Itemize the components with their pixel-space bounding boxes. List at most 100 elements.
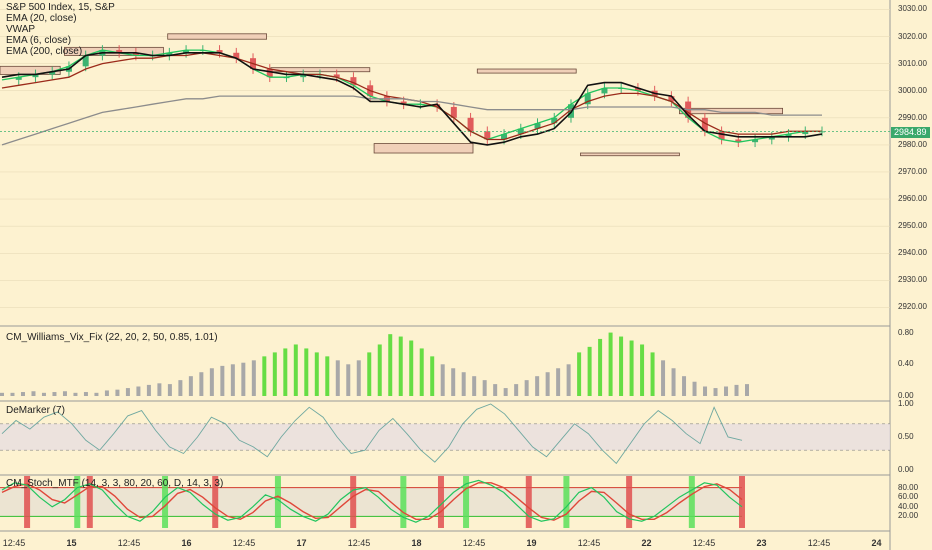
vix-bar (461, 372, 466, 396)
vix-bar (577, 352, 582, 396)
demarker-y-tick: 0.50 (898, 432, 914, 441)
ema200-line (1, 95, 822, 146)
x-tick-label: 12:45 (692, 538, 716, 548)
vix-bar (661, 360, 666, 396)
vix-bar (251, 360, 256, 396)
support-resistance-box (476, 68, 577, 74)
vix-bar (409, 340, 414, 396)
vix-y-tick: 0.00 (898, 391, 914, 400)
vix-bar (293, 344, 298, 396)
candle-body (534, 123, 541, 129)
vix-bar (115, 389, 120, 396)
vix-bar (556, 368, 561, 396)
demarker-line (1, 403, 743, 465)
vix-bar (209, 368, 214, 396)
candle-body (300, 74, 307, 78)
support-resistance-box (679, 107, 784, 115)
vix-bar (682, 376, 687, 396)
vix-bar (62, 391, 67, 396)
candle-body (166, 52, 173, 56)
x-tick-label: 15 (66, 538, 77, 548)
demarker-pane-label: DeMarker (7) (6, 405, 65, 416)
stoch-signal-marker (24, 476, 31, 528)
candle-body (802, 131, 809, 135)
demarker-y-tick: 0.00 (898, 465, 914, 474)
vwap-line (1, 51, 823, 146)
x-tick-label: 23 (756, 538, 767, 548)
stoch-y-tick: 60.00 (898, 492, 919, 502)
candle-body (49, 71, 56, 75)
vix-bar (272, 352, 277, 396)
candle-body (132, 52, 139, 56)
vix-bar (31, 391, 36, 396)
x-tick-label: 22 (641, 538, 652, 548)
candle-body (183, 50, 190, 53)
indicator-ema20-label: EMA (20, close) (6, 13, 77, 24)
candle-body (551, 117, 558, 124)
vix-bar (388, 334, 393, 396)
vix-bar (734, 384, 739, 396)
candle-body (752, 139, 759, 143)
vix-bar (745, 384, 749, 396)
vix-bar (545, 372, 550, 396)
y-tick-label: 2990.00 (898, 112, 927, 122)
candle-body (15, 77, 22, 80)
candle-body (216, 50, 223, 53)
vix-bar (440, 364, 445, 396)
y-tick-label: 2970.00 (898, 166, 927, 176)
x-tick-label: 17 (296, 538, 307, 548)
stoch-pane-label: CM_Stoch_MTF (14, 3, 3, 80, 20, 60, D, 1… (6, 478, 224, 489)
demarker-y-tick: 1.00 (898, 399, 914, 408)
vix-bar (220, 365, 225, 396)
vix-bar (514, 384, 519, 396)
candle-body (82, 55, 89, 67)
stoch-signal-marker (350, 476, 357, 528)
vix-y-tick: 0.40 (898, 359, 914, 369)
vix-bar (713, 388, 718, 396)
x-tick-label: 12:45 (232, 538, 256, 548)
vix-bar (0, 392, 4, 396)
x-tick-label: 12:45 (347, 538, 371, 548)
vix-bar (52, 392, 57, 396)
vix-bar (608, 332, 613, 396)
vix-bar (10, 392, 15, 396)
y-tick-label: 3000.00 (898, 85, 927, 95)
vix-bar (724, 386, 729, 396)
candle-body (501, 134, 508, 140)
vix-bar (104, 390, 109, 396)
vix-bar (178, 380, 183, 396)
indicator-ema6-label: EMA (6, close) (6, 35, 72, 46)
vix-bar (83, 392, 88, 396)
vix-bar (335, 360, 340, 396)
vix-bar (125, 388, 130, 396)
stoch-signal-marker (525, 476, 532, 528)
vix-bar (157, 383, 162, 396)
x-tick-label: 12:45 (2, 538, 26, 548)
y-tick-label: 2980.00 (898, 139, 927, 149)
y-tick-label: 2920.00 (898, 302, 927, 312)
vix-bar (146, 384, 151, 396)
candle-body (266, 69, 273, 78)
x-tick-label: 12:45 (577, 538, 601, 548)
candle-body (116, 50, 123, 53)
support-resistance-box (580, 152, 680, 157)
candle-body (467, 117, 474, 132)
stoch-signal-marker (463, 476, 470, 528)
candle-body (785, 134, 792, 137)
vix-bar (367, 352, 372, 396)
vix-bar (262, 356, 267, 396)
vix-bar (451, 368, 456, 396)
vix-bar (167, 384, 172, 396)
x-tick-label: 24 (871, 538, 882, 548)
stoch-y-tick: 80.00 (898, 482, 919, 492)
vix-bar (325, 356, 330, 396)
x-tick-label: 19 (526, 538, 537, 548)
support-resistance-box (373, 143, 474, 154)
vix-bar (136, 386, 141, 396)
vix-bar (482, 380, 487, 396)
candle-body (233, 52, 240, 59)
stoch-band (0, 487, 742, 517)
vix-bar (535, 376, 540, 396)
candle-body (434, 104, 441, 107)
